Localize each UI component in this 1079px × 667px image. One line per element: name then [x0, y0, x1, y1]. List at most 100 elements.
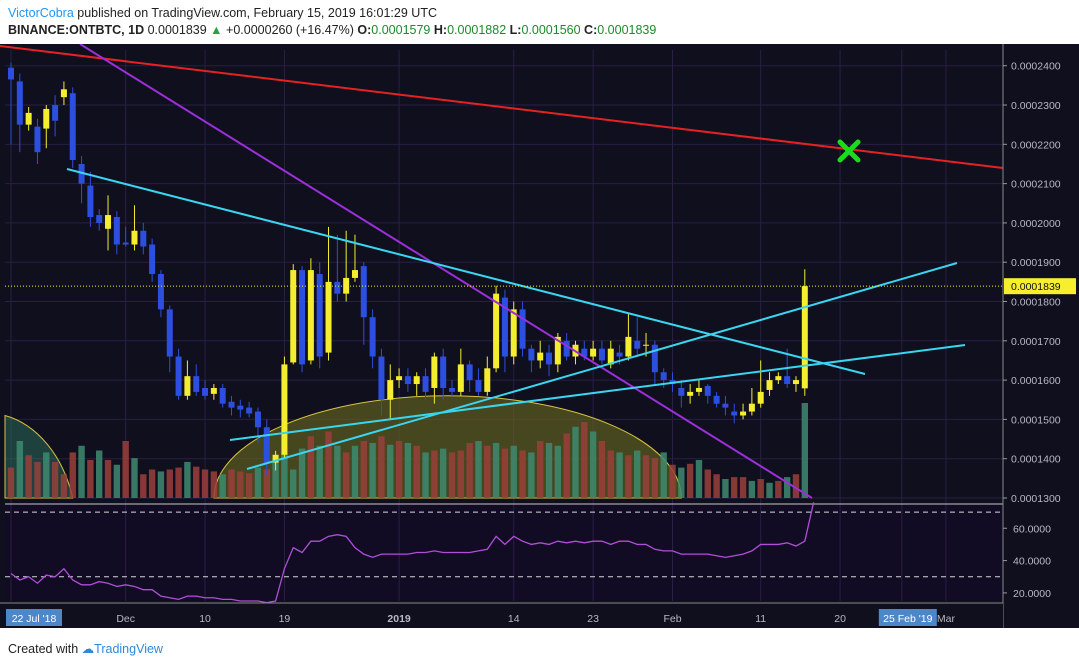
candle-body: [149, 244, 156, 274]
volume-bar: [34, 461, 41, 498]
price-chart[interactable]: 0.0002400 0.0002300 0.0002200 0.0002100 0.00…: [0, 44, 1079, 628]
volume-bar: [184, 461, 191, 498]
volume-bar: [69, 452, 76, 498]
candle-body: [228, 401, 235, 408]
candle-body: [52, 105, 59, 121]
price-tick-label: 0.0001500: [1011, 414, 1061, 426]
candle-body: [687, 391, 694, 396]
candle-body: [140, 230, 147, 247]
volume-bar: [766, 482, 773, 498]
volume-bar: [131, 458, 138, 498]
volume-bar: [334, 445, 341, 498]
volume-bar: [404, 442, 412, 498]
time-tick-label: Dec: [116, 613, 135, 625]
volume-bar: [96, 450, 103, 498]
candle-body: [501, 297, 508, 357]
volume-bar: [492, 442, 500, 498]
volume-bar: [598, 441, 606, 498]
volume-bar: [607, 450, 614, 498]
axis-background: [1003, 44, 1079, 628]
volume-bar: [360, 441, 367, 498]
candle-body: [616, 352, 623, 357]
candle-body: [510, 309, 517, 357]
volume-bar: [316, 445, 323, 498]
low-label: L:: [509, 23, 522, 37]
candle-body: [281, 364, 288, 455]
volume-bar: [545, 442, 553, 498]
candle-body: [25, 112, 32, 125]
candle-body: [96, 215, 103, 223]
candle-body: [387, 380, 394, 400]
volume-bar: [792, 474, 800, 498]
tradingview-brand[interactable]: TradingView: [94, 642, 163, 656]
candle-body: [157, 274, 164, 310]
volume-bar: [484, 445, 491, 498]
volume-bar: [775, 480, 782, 498]
volume-bar: [7, 467, 15, 498]
candle-body: [722, 403, 729, 408]
volume-bar: [457, 450, 465, 498]
last-price: 0.0001839: [147, 23, 207, 37]
candle-body: [554, 336, 561, 365]
candle-body: [343, 277, 350, 294]
price-tick-label: 0.0001800: [1011, 297, 1061, 309]
volume-bar: [298, 448, 306, 498]
price-tick-label: 0.0002000: [1011, 218, 1061, 230]
volume-bar: [228, 469, 235, 498]
author-link[interactable]: VictorCobra: [8, 6, 74, 20]
candle-body: [449, 387, 455, 392]
candle-body: [131, 230, 138, 245]
volume-bar: [166, 469, 173, 498]
time-tick-label: Mar: [937, 613, 956, 625]
price-tick-label: 0.0001400: [1011, 454, 1061, 466]
volume-bar: [695, 460, 703, 498]
time-tick-label: 22 Jul '18: [12, 613, 57, 625]
candle-body: [731, 411, 738, 416]
candle-body: [378, 356, 385, 400]
volume-bar: [307, 436, 315, 498]
candle-body: [237, 405, 244, 410]
candle-body: [607, 348, 614, 365]
rsi-tick-label: 20.0000: [1013, 588, 1051, 600]
volume-bar: [439, 448, 447, 498]
volume-bar: [60, 474, 68, 498]
time-tick-label: 2019: [387, 613, 411, 625]
volume-bar: [625, 455, 632, 498]
time-tick-label: Feb: [663, 613, 681, 625]
volume-bar: [325, 431, 332, 498]
volume-bar: [572, 426, 579, 498]
volume-bar: [113, 464, 121, 498]
volume-bar: [387, 444, 394, 498]
volume-bar: [519, 450, 526, 498]
last-price-label: 0.0001839: [1011, 281, 1061, 293]
candle-body: [246, 407, 253, 414]
close-value: 0.0001839: [597, 23, 657, 37]
candle-body: [528, 348, 535, 361]
volume-bar: [563, 433, 570, 498]
candle-body: [219, 387, 226, 404]
candle-body: [78, 163, 85, 184]
time-tick-label: 25 Feb '19: [883, 613, 932, 625]
candle-body: [590, 348, 597, 357]
volume-bar: [757, 479, 764, 498]
candle-body: [563, 340, 570, 357]
volume-bar: [140, 474, 147, 498]
volume-bar: [713, 474, 720, 498]
time-tick-label: 19: [279, 613, 291, 625]
candle-body: [546, 352, 553, 365]
volume-bar: [642, 455, 650, 498]
volume-bar: [651, 458, 659, 498]
candle-body: [748, 403, 755, 412]
price-axis: 0.0002400 0.0002300 0.0002200 0.0002100 0.00…: [1002, 44, 1079, 628]
candle-body: [792, 380, 799, 385]
volume-bar: [122, 441, 129, 498]
volume-bar: [731, 477, 738, 498]
rsi-tick-label: 40.0000: [1013, 556, 1051, 568]
candle-body: [422, 376, 429, 392]
candle-body: [651, 344, 658, 373]
candle-body: [493, 293, 500, 369]
candle-body: [113, 217, 120, 245]
volume-bar: [51, 461, 59, 498]
volume-bar: [25, 455, 32, 498]
volume-bar: [739, 477, 747, 498]
